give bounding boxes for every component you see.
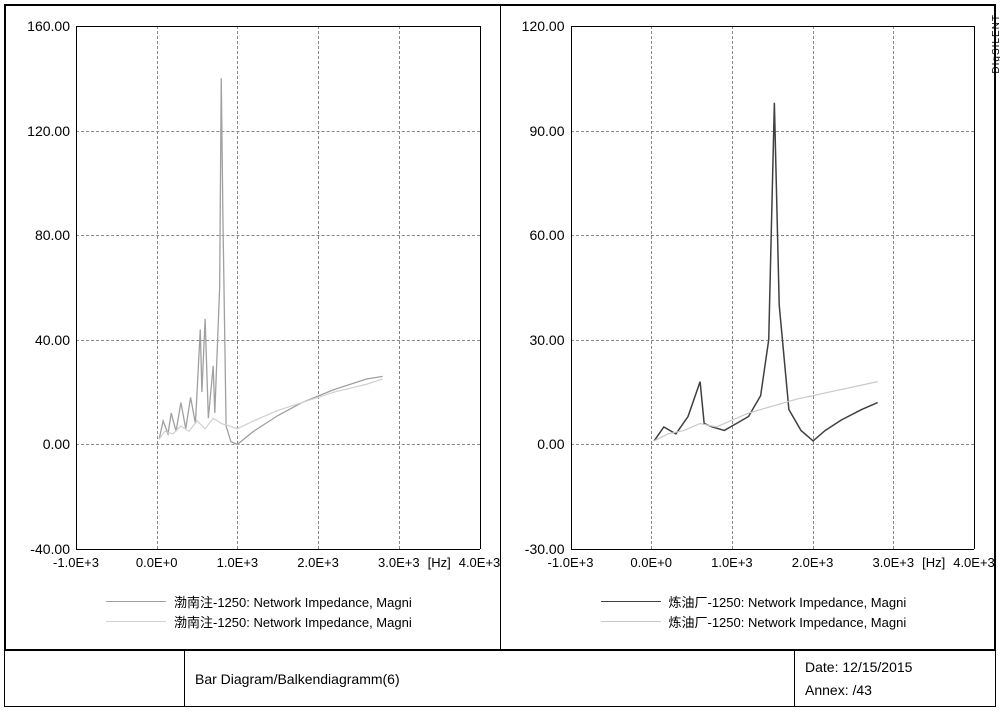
x-tick-label: 1.0E+3 <box>217 555 259 570</box>
footer-date-label: Date: <box>805 659 838 675</box>
legend-label: 炼油厂-1250: Network Impedance, Magni <box>669 592 907 611</box>
axis-border <box>974 26 975 549</box>
x-tick-label: 0.0E+0 <box>136 555 178 570</box>
axis-border <box>480 26 481 549</box>
legend-label: 炼油厂-1250: Network Impedance, Magni <box>669 612 907 631</box>
y-tick-label: 60.00 <box>529 227 564 243</box>
footer-meta-cell: Date: 12/15/2015 Annex: /43 <box>795 651 995 706</box>
y-tick-label: 90.00 <box>529 123 564 139</box>
legend-label: 渤南注-1250: Network Impedance, Magni <box>174 612 412 631</box>
x-tick-label: 3.0E+3 <box>873 555 915 570</box>
footer-row: Bar Diagram/Balkendiagramm(6) Date: 12/1… <box>5 650 995 706</box>
footer-annex-label: Annex: <box>805 682 849 698</box>
y-tick-label: 0.00 <box>43 436 70 452</box>
legend-item: 渤南注-1250: Network Impedance, Magni <box>106 591 500 611</box>
x-tick-label: 4.0E+3 <box>953 555 995 570</box>
y-tick-label: 120.00 <box>522 18 565 34</box>
left-plot-area: -40.000.0040.0080.00120.00160.00-1.0E+30… <box>76 26 480 549</box>
y-tick-label: 30.00 <box>529 332 564 348</box>
y-tick-label: 40.00 <box>35 332 70 348</box>
y-tick-label: 80.00 <box>35 227 70 243</box>
x-tick-label: 0.0E+0 <box>630 555 672 570</box>
x-tick-label: -1.0E+3 <box>53 555 99 570</box>
right-chart-panel: DIgSILENT -30.000.0030.0060.0090.00120.0… <box>500 5 996 650</box>
x-tick-label: 2.0E+3 <box>792 555 834 570</box>
footer-annex-value: /43 <box>852 682 871 698</box>
footer-date-row: Date: 12/15/2015 <box>805 656 985 678</box>
footer-title-cell: Bar Diagram/Balkendiagramm(6) <box>185 651 795 706</box>
left-legend: 渤南注-1250: Network Impedance, Magni渤南注-12… <box>106 591 500 631</box>
legend-swatch <box>601 621 661 622</box>
axis-border <box>76 549 480 550</box>
x-unit-label: [Hz] <box>428 555 451 570</box>
left-chart-panel: -40.000.0040.0080.00120.00160.00-1.0E+30… <box>5 5 500 650</box>
x-tick-label: 3.0E+3 <box>378 555 420 570</box>
y-tick-label: 160.00 <box>27 18 70 34</box>
legend-item: 炼油厂-1250: Network Impedance, Magni <box>601 591 995 611</box>
legend-swatch <box>601 601 661 602</box>
plot-svg <box>76 26 480 549</box>
plot-svg <box>571 26 975 549</box>
axis-border <box>571 549 975 550</box>
x-tick-label: 2.0E+3 <box>297 555 339 570</box>
footer-annex-row: Annex: /43 <box>805 679 985 701</box>
y-tick-label: 0.00 <box>537 436 564 452</box>
legend-item: 渤南注-1250: Network Impedance, Magni <box>106 611 500 631</box>
footer-title-text: Bar Diagram/Balkendiagramm(6) <box>195 671 400 687</box>
charts-area: -40.000.0040.0080.00120.00160.00-1.0E+30… <box>5 5 995 650</box>
series-line <box>159 78 383 444</box>
legend-swatch <box>106 621 166 622</box>
x-unit-label: [Hz] <box>922 555 945 570</box>
x-tick-label: -1.0E+3 <box>548 555 594 570</box>
legend-label: 渤南注-1250: Network Impedance, Magni <box>174 592 412 611</box>
series-line <box>654 103 878 441</box>
x-tick-label: 1.0E+3 <box>711 555 753 570</box>
series-line <box>654 382 878 441</box>
page-frame: -40.000.0040.0080.00120.00160.00-1.0E+30… <box>4 4 996 707</box>
y-tick-label: 120.00 <box>27 123 70 139</box>
right-legend: 炼油厂-1250: Network Impedance, Magni炼油厂-12… <box>601 591 995 631</box>
legend-item: 炼油厂-1250: Network Impedance, Magni <box>601 611 995 631</box>
x-tick-label: 4.0E+3 <box>459 555 501 570</box>
legend-swatch <box>106 601 166 602</box>
footer-blank-cell <box>5 651 185 706</box>
right-plot-area: -30.000.0030.0060.0090.00120.00-1.0E+30.… <box>571 26 975 549</box>
footer-date-value: 12/15/2015 <box>842 659 912 675</box>
brand-label: DIgSILENT <box>991 14 1000 74</box>
